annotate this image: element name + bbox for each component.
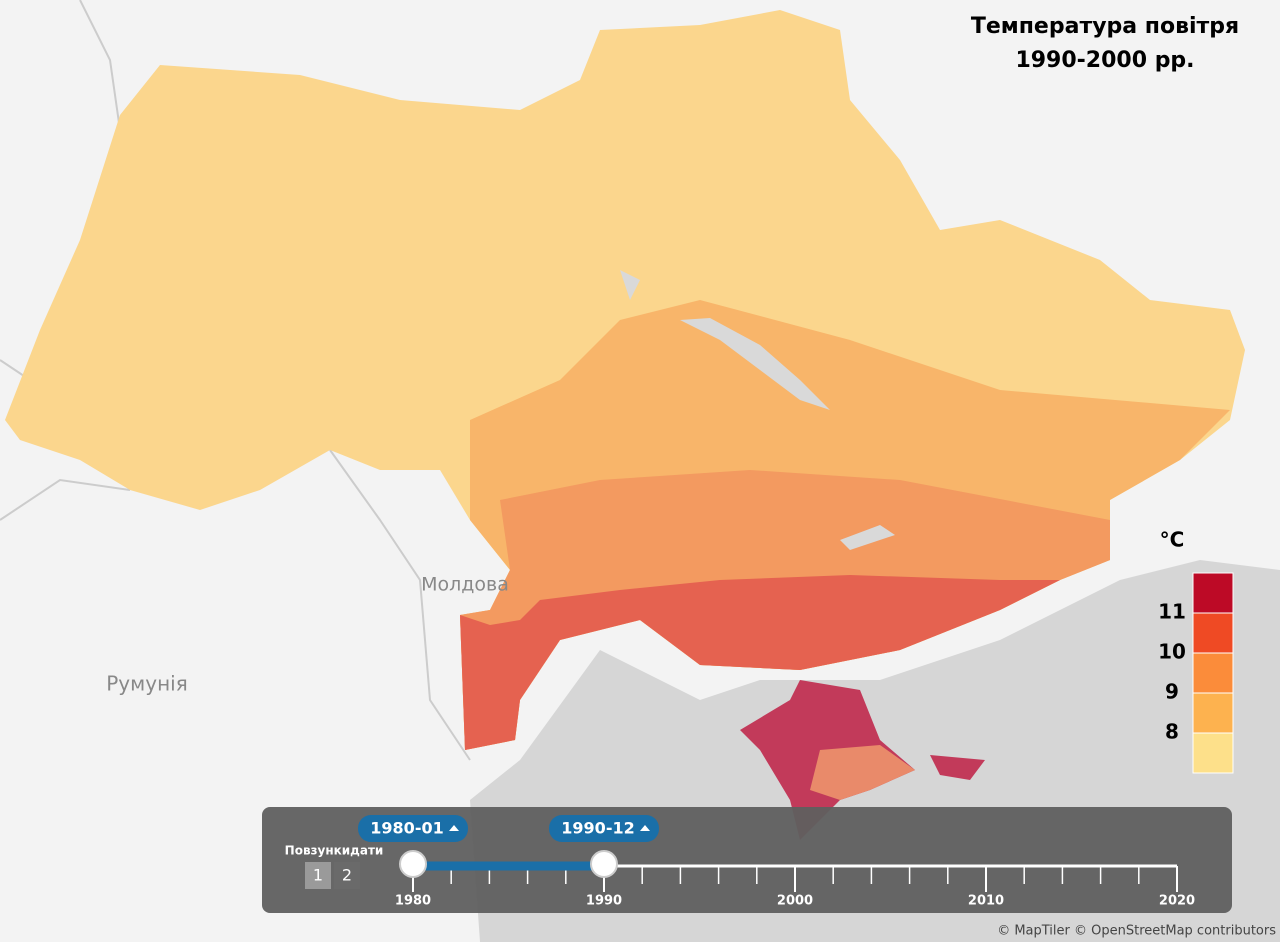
legend-tick: 9 <box>1165 680 1179 704</box>
place-label: Румунія <box>106 672 187 696</box>
page-button-label: 2 <box>342 866 352 885</box>
legend-tick: 10 <box>1158 640 1186 664</box>
slider-tick-label: 2010 <box>968 894 1004 909</box>
legend-swatch <box>1192 572 1234 614</box>
slider-tick-label: 1990 <box>586 894 622 909</box>
legend-unit: °C <box>1160 528 1185 552</box>
time-slider[interactable]: Повзункидати 1980 1990 2000 2010 2020 1980-01… <box>262 807 1232 913</box>
slider-tick-label: 1980 <box>395 894 431 909</box>
page-button[interactable] <box>305 862 331 889</box>
title: 1990-2000 рр. <box>1015 48 1194 73</box>
handle-badge <box>549 815 659 842</box>
region-hot <box>460 575 1060 750</box>
legend-swatch <box>1192 612 1234 654</box>
place-label: Молдова <box>421 574 509 596</box>
slider-caption: Повзункидати <box>285 844 384 858</box>
legend-swatch <box>1192 692 1234 734</box>
handle-label: 1980-01 <box>370 819 443 838</box>
handle-caret <box>449 825 459 831</box>
slider-panel <box>262 807 1232 913</box>
borders <box>0 0 471 761</box>
title: Температура повітря <box>971 14 1239 39</box>
handle-label: 1990-12 <box>561 819 634 838</box>
kerch <box>930 755 985 780</box>
legend-swatch <box>1192 732 1234 774</box>
page-button[interactable] <box>334 862 360 889</box>
slider-tick-label: 2020 <box>1159 894 1195 909</box>
crimea-south <box>810 745 915 800</box>
slider-tick-label: 2000 <box>777 894 813 909</box>
attribution: © MapTiler © OpenStreetMap contributors <box>997 924 1276 939</box>
legend-tick: 11 <box>1158 600 1186 624</box>
legend-tick: 8 <box>1165 720 1179 744</box>
legend: 8 9 10 11 <box>1158 572 1234 774</box>
page-button-label: 1 <box>313 866 323 885</box>
slider-handle[interactable] <box>590 850 618 878</box>
handle-caret <box>640 825 650 831</box>
handle-badge <box>358 815 468 842</box>
slider-handle[interactable] <box>399 850 427 878</box>
legend-swatch <box>1192 652 1234 694</box>
